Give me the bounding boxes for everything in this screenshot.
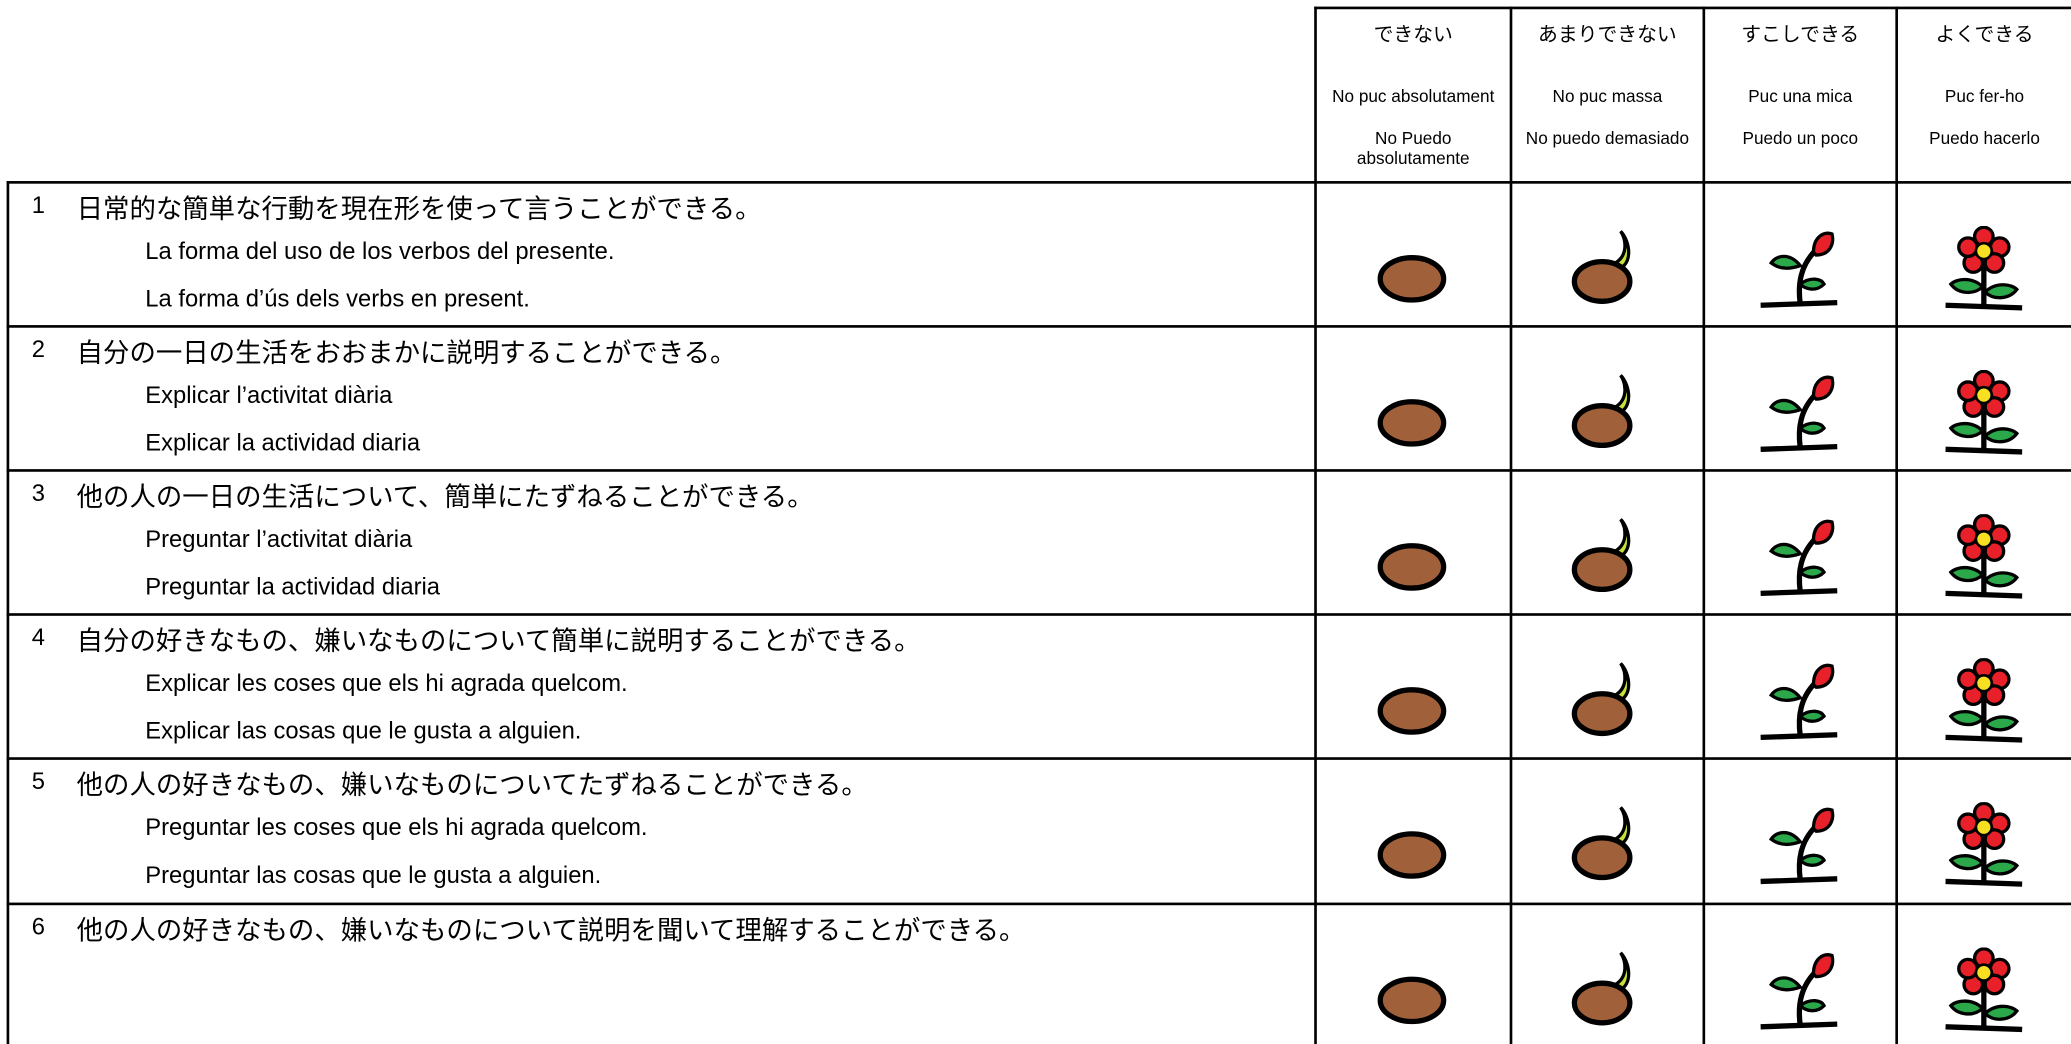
item-translation: Explicar les coses que els hi agrada que… <box>145 670 628 697</box>
item-text-ja: 日常的な簡単な行動を現在形を使って言うことができる。 <box>76 192 762 225</box>
item-translation: Preguntar les coses que els hi agrada qu… <box>145 814 648 841</box>
icon-flower <box>1940 226 2027 313</box>
icon-seed <box>1368 370 1455 457</box>
item-translation: Preguntar la actividad diaria <box>145 573 441 600</box>
icon-sprout <box>1563 370 1650 457</box>
item-number: 3 <box>31 479 45 507</box>
item-text-ja: 他の人の好きなもの、嫌いなものについてたずねることができる。 <box>76 769 868 801</box>
item-number: 1 <box>31 191 45 219</box>
icon-sprout <box>1563 226 1650 313</box>
column-label-ja: できない <box>1373 23 1453 47</box>
icon-plant <box>1755 658 1842 745</box>
item-text-ja: 他の人の一日の生活について、簡単にたずねることができる。 <box>76 481 814 513</box>
item-translation: Preguntar l’activitat diària <box>145 525 413 553</box>
icon-plant <box>1755 226 1842 313</box>
icon-sprout <box>1563 658 1650 745</box>
item-translation: Explicar las cosas que le gusta a alguie… <box>145 717 582 745</box>
icon-sprout <box>1563 802 1650 889</box>
item-translation: La forma d’ús dels verbs en present. <box>145 285 530 312</box>
icon-plant <box>1755 802 1842 889</box>
icon-sprout <box>1563 514 1650 601</box>
column-label-es: No puedo demasiado <box>1525 128 1690 149</box>
icon-plant <box>1755 948 1842 1035</box>
border <box>1509 6 1513 1044</box>
icon-flower <box>1940 514 2027 601</box>
item-number: 4 <box>31 623 45 651</box>
item-translation: La forma del uso de los verbos del prese… <box>145 237 615 265</box>
item-translation: Preguntar las cosas que le gusta a algui… <box>145 861 602 889</box>
column-label-ja: あまりできない <box>1538 23 1677 47</box>
border <box>6 181 10 1044</box>
border <box>1314 6 1317 1044</box>
border <box>6 757 2071 760</box>
icon-plant <box>1755 370 1842 457</box>
item-number: 5 <box>31 767 45 795</box>
icon-flower <box>1940 370 2027 457</box>
border <box>6 469 2071 472</box>
icon-seed <box>1368 802 1455 889</box>
border <box>1895 6 1898 1044</box>
icon-seed <box>1368 948 1455 1035</box>
icon-seed <box>1368 514 1455 601</box>
item-number: 6 <box>31 913 45 940</box>
column-label-ja: よくできる <box>1935 23 2034 47</box>
column-label-es: Puedo un poco <box>1742 128 1859 149</box>
item-translation: Explicar l’activitat diària <box>145 381 393 409</box>
icon-flower <box>1940 802 2027 889</box>
column-label-ca: No puc massa <box>1552 85 1663 106</box>
icon-seed <box>1368 226 1455 313</box>
icon-flower <box>1940 658 2027 745</box>
icon-seed <box>1368 658 1455 745</box>
column-label-ca: No puc absolutament <box>1332 85 1495 106</box>
column-label-ca: Puc fer-ho <box>1944 85 2025 106</box>
icon-sprout <box>1563 948 1650 1035</box>
column-label-es: No Puedo absolutamente <box>1356 128 1470 168</box>
item-text-ja: 自分の好きなもの、嫌いなものについて簡単に説明することができる。 <box>76 625 921 657</box>
item-number: 2 <box>31 335 45 363</box>
border <box>1314 6 2071 10</box>
item-translation: Explicar la actividad diaria <box>145 429 421 456</box>
border <box>6 325 2071 328</box>
column-label-ca: Puc una mica <box>1748 85 1853 106</box>
column-label-ja: すこしできる <box>1741 23 1860 47</box>
column-label-es: Puedo hacerlo <box>1929 128 2040 149</box>
border <box>6 613 2071 616</box>
item-text-ja: 自分の一日の生活をおおまかに説明することができる。 <box>76 336 737 369</box>
border <box>6 902 2071 906</box>
border <box>1702 6 1706 1044</box>
item-text-ja: 他の人の好きなもの、嫌いなものについて説明を聞いて理解することができる。 <box>76 914 1026 947</box>
border <box>6 181 2071 184</box>
icon-plant <box>1755 514 1842 601</box>
icon-flower <box>1940 948 2027 1035</box>
